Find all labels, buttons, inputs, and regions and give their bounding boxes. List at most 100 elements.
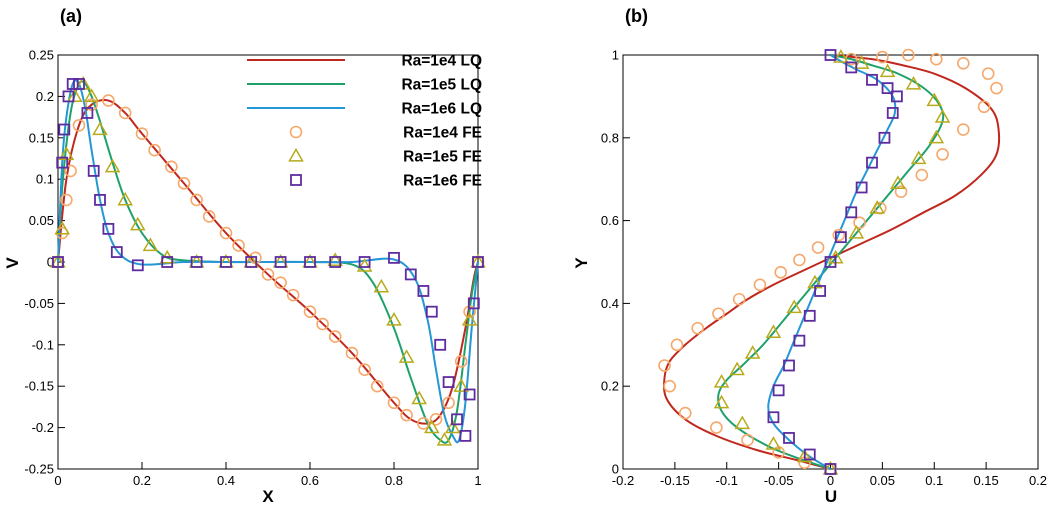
panel-b-ra-1e4-fe-point: [915, 168, 929, 182]
panel-a-ra-1e6-fe-point: [442, 376, 455, 388]
panel-b-ra-1e4-fe-point: [981, 67, 995, 80]
panel-b-ra-1e6-fe-point: [866, 73, 878, 86]
panel-a-ra-1e6-fe-point: [459, 429, 472, 442]
panel-a-label: (a): [60, 6, 82, 26]
panel-b-label: (b): [625, 6, 648, 26]
panel-a-ra-1e4-fe-point: [72, 119, 86, 132]
panel-b-ra-1e4-fe-point: [894, 185, 908, 198]
panel-a-ra-1e6-fe-point: [87, 165, 100, 177]
panel-a: (a) 0 0.2 0.4 0.6 0.8 1 -0.25 -0.2 -0.15 -0.1 -0.0…: [3, 6, 486, 506]
panel-b-ra-1e6-fe-point: [793, 334, 806, 347]
panel-b-ra-1e6-fe-point: [891, 90, 903, 103]
panel-a-ra-1e4-fe-point: [190, 193, 203, 207]
panel-a-ra-1e6-fe-point: [73, 78, 85, 90]
panel-a-ra-1e5-fe-point: [67, 88, 83, 103]
panel-a-ytick-label: -0.2: [32, 420, 54, 435]
panel-b-ra-1e6-fe-point: [783, 359, 795, 372]
panel-a-ra-1e6-fe-point: [404, 268, 417, 281]
panel-a-ra-1e5-fe-point: [83, 88, 100, 103]
panel-b-ra-1e5-fe-point: [729, 361, 745, 376]
panel-b-ra-1e5-fe-point: [848, 225, 865, 239]
panel-b: (b) -0.2 -0.15 -0.1 -0.05 0 0.05 0.1 0.15 0.2 0 0.…: [572, 6, 1047, 506]
panel-a-ra-1e5-fe-point: [461, 311, 478, 326]
panel-a-ra-1e4-fe-point: [442, 396, 455, 410]
panel-a-ra-1e4-fe-point: [219, 226, 233, 240]
panel-a-ra-1e4-fe-point: [345, 346, 359, 360]
panel-a-ra-1e4-fe-point: [274, 276, 287, 290]
panel-b-ra-1e5-fe-point: [744, 345, 761, 359]
panel-a-ra-1e6-fe-point: [417, 285, 430, 297]
panel-b-ra-1e6-fe-point: [772, 384, 785, 397]
panel-b-ra-1e4-fe-point: [678, 406, 692, 420]
legend-label-ra-1e4-lq: Ra=1e4 LQ: [401, 53, 482, 70]
panel-a-series-ra-1e6-fe-markers: [52, 78, 484, 442]
panel-b-ra-1e4-fe-point: [670, 338, 684, 352]
panel-a-ra-1e4-fe-point: [316, 317, 329, 331]
panel-a-ytick-label: -0.05: [24, 296, 54, 311]
legend-label-ra-1e6-lq: Ra=1e6 LQ: [401, 101, 482, 118]
panel-a-ra-1e4-fe-point: [177, 177, 191, 190]
panel-a-xlabel: X: [262, 487, 274, 506]
panel-a-ra-1e6-fe-point: [304, 256, 316, 268]
panel-a-ytick-label: -0.1: [32, 337, 54, 352]
panel-b-ytick-label: 1: [612, 48, 619, 63]
panel-b-ra-1e5-fe-point: [879, 63, 896, 78]
panel-b-ra-1e5-fe-point: [786, 299, 802, 314]
panel-a-ra-1e6-fe-point: [245, 256, 258, 268]
panel-a-ra-1e4-fe-point: [60, 193, 73, 207]
panel-b-ra-1e4-fe-point: [712, 307, 725, 321]
panel-a-ra-1e6-fe-point: [161, 256, 174, 268]
panel-a-ra-1e5-fe-point: [327, 252, 343, 266]
panel-b-ra-1e4-fe-point: [793, 253, 806, 267]
legend-label-ra-1e5-lq: Ra=1e5 LQ: [401, 77, 482, 94]
panel-a-ra-1e5-fe-point: [398, 349, 415, 363]
panel-b-xtick-label: 0.15: [973, 473, 998, 488]
panel-b-ra-1e5-fe-point: [796, 448, 813, 463]
panel-a-ylabel: V: [3, 257, 22, 269]
panel-a-ra-1e6-fe-point: [329, 256, 342, 268]
panel-a-ra-1e6-fe-point: [131, 259, 144, 272]
panel-a-ytick-label: 0.05: [29, 213, 54, 228]
panel-a-series-ra-1e4-lq-line: [57, 99, 479, 425]
panel-b-ra-1e6-fe-point: [767, 411, 780, 424]
panel-a-xtick-label: 1: [474, 473, 481, 488]
panel-b-ra-1e4-fe-point: [990, 81, 1003, 95]
panel-a-ra-1e4-fe-point: [417, 417, 430, 430]
panel-b-ra-1e5-fe-point: [713, 374, 730, 388]
panel-b-xtick-label: 0.1: [925, 473, 943, 488]
panel-b-xtick-label: 0: [827, 473, 834, 488]
panel-b-ra-1e6-fe-point: [783, 432, 795, 444]
panel-b-ra-1e5-fe-point: [869, 200, 885, 214]
panel-a-ra-1e4-fe-point: [64, 164, 77, 178]
panel-a-legend: Ra=1e4 LQ Ra=1e5 LQ Ra=1e6 LQ Ra=1e4 FE Ra=1…: [247, 53, 482, 190]
panel-a-ra-1e6-fe-point: [110, 246, 123, 258]
panel-a-ra-1e4-fe-point: [400, 408, 413, 422]
legend-label-ra-1e6-fe: Ra=1e6 FE: [403, 173, 482, 190]
panel-b-ra-1e4-fe-point: [741, 433, 754, 447]
panel-a-ra-1e6-fe-point: [388, 251, 400, 264]
panel-a-ra-1e4-fe-point: [328, 330, 342, 343]
panel-a-ra-1e5-fe-point: [411, 390, 427, 405]
panel-b-ra-1e4-fe-point: [732, 292, 746, 306]
panel-a-ra-1e4-fe-point: [387, 396, 401, 410]
panel-a-ra-1e4-fe-point: [454, 355, 468, 368]
panel-a-ra-1e6-fe-point: [66, 78, 79, 90]
panel-a-ra-1e5-fe-point: [130, 216, 146, 231]
panel-a-ra-1e5-fe-point: [356, 258, 373, 272]
legend-swatch-ra-1e6-fe: [290, 174, 302, 186]
panel-b-ylabel: Y: [572, 257, 591, 269]
panel-b-series-ra-1e6-fe-markers: [767, 49, 903, 475]
panel-a-ra-1e5-fe-point: [424, 419, 440, 434]
panel-b-ra-1e6-fe-point: [824, 463, 837, 475]
panel-a-ra-1e4-fe-point: [358, 363, 371, 376]
panel-b-xlabel: U: [825, 487, 837, 506]
panel-b-ra-1e6-fe-point: [878, 131, 891, 144]
panel-a-ra-1e5-fe-point: [386, 311, 402, 326]
panel-a-ytick-label: -0.15: [24, 379, 54, 394]
panel-a-xtick-label: 0.8: [385, 473, 403, 488]
panel-b-ra-1e5-fe-point: [934, 109, 951, 123]
panel-b-ytick-label: 0.8: [601, 130, 619, 145]
panel-b-ticks: -0.2 -0.15 -0.1 -0.05 0 0.05 0.1 0.15 0.2 0 0.2 0.4…: [601, 48, 1047, 489]
panel-a-ra-1e5-fe-point: [445, 419, 461, 434]
panel-a-ytick-label: 0.15: [29, 130, 54, 145]
